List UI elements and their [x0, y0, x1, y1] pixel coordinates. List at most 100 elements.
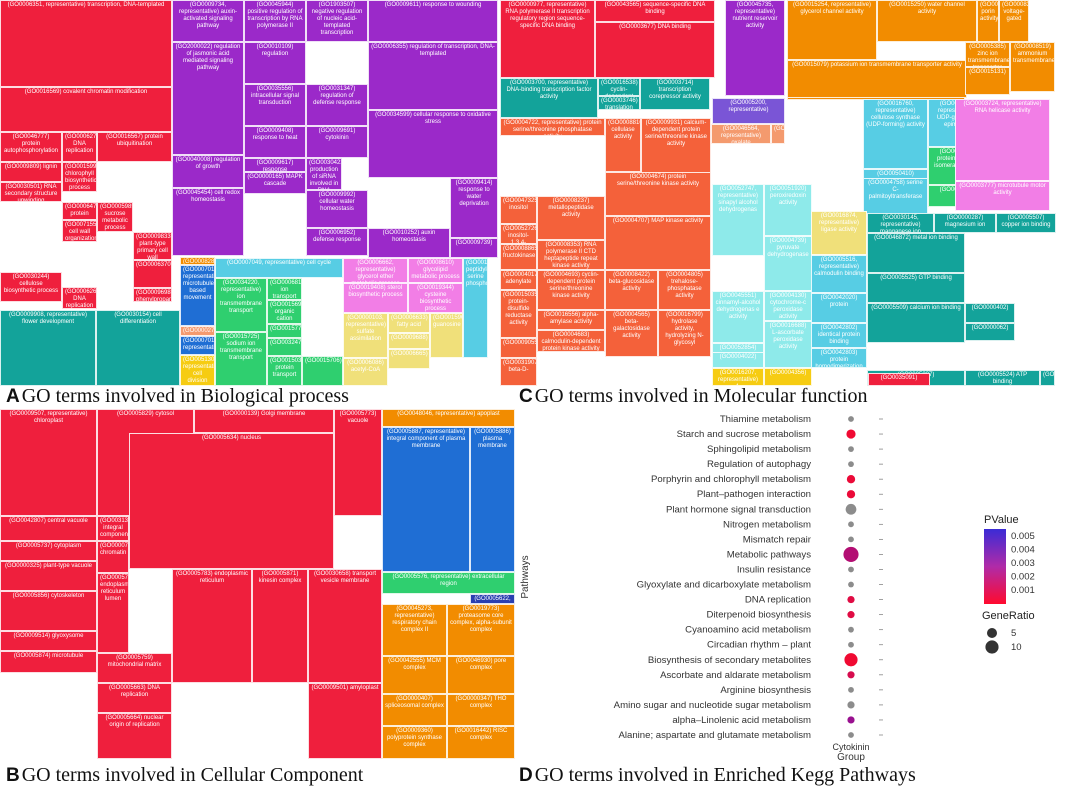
caption-c: C GO terms involved in Molecular function — [519, 385, 868, 407]
mf-treemap-cell: (GO0004805) trehalose-phosphatase activi… — [658, 270, 711, 310]
y-tick-label: Regulation of autophagy — [707, 459, 811, 470]
bp-treemap-label: (GO0009414) response to water deprivatio… — [455, 180, 493, 207]
mf-treemap-label: (GO0016556) alpha-amylase activity — [543, 312, 599, 325]
mf-treemap-label: (GO0015288) porin activity — [980, 2, 999, 22]
bp-treemap-label: (GO0019344) cysteine biosynthetic proces… — [417, 285, 454, 312]
bp-treemap-cell: (GO0006370) — [133, 260, 172, 288]
bp-treemap-cell: (GO0006260) DNA replication — [62, 287, 97, 309]
mf-treemap-cell: (GO0005200, representative) — [712, 98, 785, 124]
mf-treemap-cell: (GO0016538) cyclin-dependent — [598, 78, 640, 96]
mf-treemap-cell: (GO0004130) cytochrome-c peroxidase acti… — [764, 291, 812, 321]
bp-treemap-label: (GO0006662, representative) glycerol eth… — [351, 260, 399, 282]
mf-treemap-cell: (GO0016556) alpha-amylase activity — [537, 310, 605, 330]
bp-treemap-cell: (GO0015706) — [302, 356, 343, 386]
bp-treemap-cell: (GO0015031) protein transport — [267, 356, 302, 386]
bp-treemap-cell: (GO0030244) cellulose biosynthetic proce… — [0, 272, 62, 302]
cc-treemap-cell: (GO0005634) nucleus — [129, 433, 334, 569]
cc-treemap-label: (GO0005773) vacuole — [339, 411, 377, 424]
bp-treemap-label: (GO0015695) organic cation — [270, 302, 302, 322]
bp-treemap-label: (GO0006633) fatty acid — [391, 315, 428, 328]
bp-treemap-cell: (GO0015725) sodium ion transmembrane tra… — [215, 332, 267, 386]
bp-treemap-cell: (GO0009698) phenylpropan — [133, 288, 172, 302]
mf-treemap-cell: (GO0016688) L-ascorbate peroxidase activ… — [764, 321, 812, 368]
mf-treemap-cell: (GO0004356) — [764, 368, 812, 386]
bp-treemap-label: (GO0015995) chlorophyll biosynthetic pro… — [65, 164, 97, 191]
bp-treemap-label: (GO0071555) cell wall organization — [65, 222, 97, 242]
mf-treemap-cell: (GO0035091) — [868, 373, 930, 386]
mf-treemap-cell: (GO0015131) — [965, 67, 1010, 95]
bp-treemap-label: (GO0008610) glycolipid metabolic process — [411, 260, 460, 280]
bp-treemap-cell: (GO0046777) protein autophosphorylation — [0, 132, 62, 162]
mf-treemap-label: (GO0016688) L-ascorbate peroxidase activ… — [769, 323, 807, 350]
bp-treemap-label: (GO0030244) cellulose biosynthetic proce… — [3, 274, 59, 294]
mf-treemap-label: (GO0008353) RNA polymerase II CTD heptap… — [544, 242, 598, 269]
y-tick-label: Arginine biosynthesis — [720, 685, 811, 696]
cc-treemap-label: (GO0019773) proteasome core complex, alp… — [450, 606, 512, 633]
bp-treemap-label: (GO0006665) — [391, 351, 428, 357]
bp-treemap-cell: (GO0009833) plant-type primary cell wall… — [133, 232, 172, 260]
bp-treemap-label: (GO0005985) sucrose metabolic process — [100, 204, 132, 231]
pathway-dot — [848, 641, 854, 648]
cc-treemap-cell: (GO0046930) pore complex — [447, 656, 515, 694]
cc-treemap-cell: (GO0005871) kinesin complex — [252, 569, 308, 683]
pathway-dot — [847, 611, 855, 619]
mf-treemap-label: (GO0004356) — [769, 370, 807, 376]
mf-treemap-label: (GO0015254, representative) glycerol cha… — [792, 2, 872, 15]
cc-treemap-label: (GO0005622, representative) — [474, 596, 511, 602]
bp-treemap-cell: (GO0006470) protein — [62, 202, 97, 220]
cc-treemap-label: (GO0005874) microtubule — [13, 653, 84, 659]
mf-treemap-cell: (GO0003746) translation — [598, 96, 640, 110]
mf-treemap-label: (GO0005525) GTP binding — [880, 275, 952, 281]
mf-treemap-cell: (GO0005507) copper ion binding — [996, 213, 1056, 233]
pathway-dot — [848, 521, 854, 528]
bp-treemap-cell: (GO0009739) — [450, 238, 498, 258]
mf-treemap-cell: (GO0042020) protein — [811, 293, 867, 323]
mf-treemap-cell: (GO0008899) — [771, 124, 785, 144]
bp-treemap-label: (GO0008283) — [183, 259, 215, 265]
mf-treemap-cell: (GO0008308) voltage-gated — [999, 0, 1029, 42]
mf-treemap-cell: (GO0008422) beta-glucosidase activity — [605, 270, 658, 310]
pvalue-legend-tick: 0.001 — [1011, 585, 1035, 596]
caption-b: B GO terms involved in Cellular Component — [6, 764, 364, 786]
bp-treemap-cell: (GO0035556) intracellular signal transdu… — [244, 84, 306, 126]
mf-treemap-label: (GO0000402) — [971, 305, 1009, 311]
bp-treemap-label: (GO0019408) sterol biosynthetic process — [348, 285, 403, 298]
cc-treemap-label: (GO0005856) cytoskeleton — [12, 593, 85, 599]
mf-treemap-label: (GO0043565) sequence-specific DNA bindin… — [604, 2, 706, 15]
mf-treemap-cell: (GO0045551) cinnamyl-alcohol dehydrogena… — [712, 291, 764, 343]
cc-treemap-cell: (GO0048046, representative) apoplast — [382, 409, 515, 427]
generatio-legend-dot — [986, 627, 998, 639]
mf-treemap-cell: (GO0046564, representative) oxalate deca… — [711, 124, 771, 144]
bp-treemap-label: (GO0009908, representative) flower devel… — [8, 312, 88, 325]
bp-treemap-label: (GO0032472) — [270, 340, 302, 346]
y-axis-title: Pathways — [520, 555, 531, 598]
mf-treemap-label: (GO0030976) — [1043, 372, 1055, 378]
mf-treemap-label: (GO0003746) translation — [601, 98, 638, 110]
plot-background — [821, 413, 881, 741]
mf-treemap-cell: (GO0042802) identical protein binding — [811, 323, 867, 348]
cc-treemap-cell: (GO0005788) endoplasmic reticulum lumen — [97, 573, 129, 653]
cc-treemap-cell: (GO0009507, representative) chloroplast — [0, 409, 97, 516]
pathway-dot — [847, 671, 855, 679]
mf-treemap-label: (GO0003700, representative) DNA-binding … — [506, 80, 592, 100]
bp-treemap-cell: (GO0007018, representative) microtubule-… — [180, 265, 215, 326]
bp-treemap-cell: (GO0015969) guanosine — [430, 313, 463, 358]
mf-treemap-label: (GO0031907) beta-D- — [503, 360, 537, 373]
bp-treemap-cell: (GO0015770) — [267, 324, 302, 338]
bp-treemap-label: (GO0000103, representative) sulfate assi… — [346, 315, 387, 342]
cc-treemap-label: (GO0042807) central vacuole — [9, 518, 88, 524]
pathway-dot — [846, 475, 856, 484]
mf-treemap-cell: (GO0052726) inositol-1,3,4- — [500, 224, 537, 244]
cc-treemap-label: (GO0005663) DNA replication — [108, 685, 161, 698]
mf-treemap-cell: (GO0030145, representative) manganese io… — [867, 213, 934, 233]
bp-treemap-label: (GO0006260) DNA replication — [65, 289, 97, 309]
cc-treemap-label: (GO0046930) pore complex — [455, 658, 507, 671]
y-tick-label: Plant hormone signal transduction — [666, 504, 811, 515]
cc-treemap-label: (GO0009507, representative) chloroplast — [9, 411, 88, 424]
mf-treemap-label: (GO0003724, representative) RNA helicase… — [963, 101, 1042, 114]
cc-treemap-cell: (GO0005663) DNA replication — [97, 683, 172, 713]
y-tick-label: Metabolic pathways — [727, 549, 811, 560]
mf-treemap-cell: (GO0030976) — [1040, 370, 1055, 386]
pvalue-legend-tick: 0.005 — [1011, 531, 1035, 542]
mf-treemap-cell: (GO0009055) — [500, 338, 537, 358]
